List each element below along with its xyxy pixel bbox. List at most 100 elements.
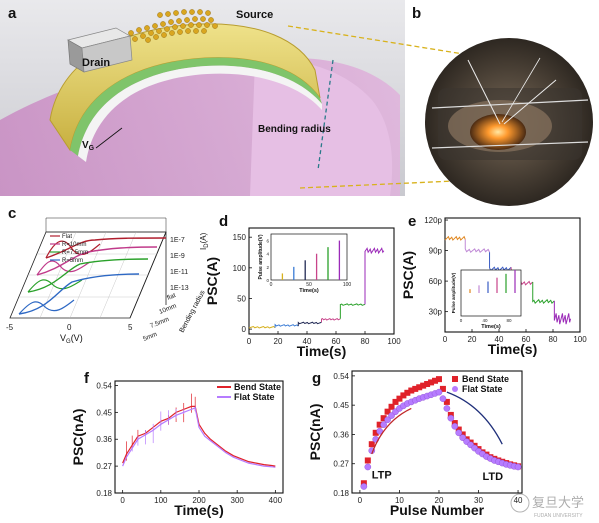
ltp-arrow <box>371 407 412 455</box>
x-tick-label: 20 <box>435 496 444 505</box>
panel-label-c: c <box>8 205 16 222</box>
source-label: Source <box>236 9 273 21</box>
panel-label-b: b <box>412 5 421 22</box>
c-ztick-3: 5mm <box>142 331 158 343</box>
series-line-1 <box>122 407 276 468</box>
svg-text:FUDAN UNIVERSITY: FUDAN UNIVERSITY <box>534 513 583 519</box>
x-tick-label: 40 <box>514 496 523 505</box>
y-tick-label: 0.45 <box>333 401 349 410</box>
scatter-point <box>368 441 375 448</box>
scatter-point <box>396 395 403 402</box>
x-tick-label: 80 <box>549 335 558 344</box>
watermark-logo: 复旦大学 FUDAN UNIVERSITY <box>510 493 584 519</box>
chart-f: 0 100 200 300 400 0.18 0.27 0.36 0.45 0.54 Time(s)… <box>70 380 284 518</box>
ltd-annotation: LTD <box>482 471 503 483</box>
y-axis-title: PSC(A) <box>400 251 416 299</box>
c-ytick-2: 1E-11 <box>170 269 188 276</box>
x-tick-label: 200 <box>192 496 206 505</box>
c-xtick-0: -5 <box>6 323 14 332</box>
x-tick-label: 20 <box>468 335 477 344</box>
psc-segment <box>464 239 491 254</box>
plot-frame <box>444 217 581 333</box>
scatter-point <box>388 412 395 419</box>
svg-text:复旦大学: 复旦大学 <box>532 495 584 511</box>
y-tick-label: 0.36 <box>96 435 112 444</box>
panel-a-illustration: a Source Drain VG Bending radius <box>0 0 405 196</box>
inset-x-tick: 0 <box>270 282 273 288</box>
legend-label: Flat State <box>234 392 275 402</box>
c-ztick-0: flat <box>166 292 177 302</box>
ltd-arrow <box>446 391 503 445</box>
scatter-point <box>420 382 427 389</box>
x-tick-label: 100 <box>154 496 168 505</box>
x-tick-label: 0 <box>120 496 125 505</box>
inset-frame <box>460 269 522 317</box>
nanoparticle-array <box>112 9 218 49</box>
legend-label: Bend State <box>462 374 509 384</box>
scatter-point <box>447 414 455 422</box>
bending-radius-label: Bending radius <box>258 124 331 135</box>
inset-x-tick: 40 <box>482 318 488 323</box>
scatter-point <box>451 423 459 430</box>
c-ylabel: ID(A) <box>199 232 210 250</box>
inset-x-tick: 0 <box>460 318 463 323</box>
c-zlabel: Bending radius <box>179 289 207 334</box>
scatter-point <box>439 385 446 392</box>
scatter-point <box>376 421 383 428</box>
y-axis-title: PSC(nA) <box>307 404 323 461</box>
y-tick-label: 30p <box>429 308 443 317</box>
y-tick-label: 0 <box>242 325 247 334</box>
y-tick-label: 90p <box>429 247 443 256</box>
inset-x-tick: 80 <box>506 318 512 323</box>
y-tick-label: 100 <box>233 264 247 273</box>
inset-y-tick: 2 <box>266 265 269 270</box>
panel-label-e: e <box>408 213 416 230</box>
scatter-point <box>424 381 431 388</box>
inset-frame <box>270 233 348 281</box>
inset-x-title: Time(s) <box>299 288 319 294</box>
scatter-point <box>392 398 399 405</box>
scatter-point <box>408 387 415 394</box>
inset-y-title: Pulse amplitude(V) <box>451 272 456 313</box>
scatter-point <box>380 421 387 428</box>
scatter-point <box>459 434 466 441</box>
c-ytick-3: 1E-13 <box>170 285 189 292</box>
psc-segment <box>553 300 572 325</box>
x-tick-label: 100 <box>387 337 401 346</box>
y-axis-title: PSC(nA) <box>70 409 86 466</box>
panel-label-g: g <box>312 370 321 387</box>
y-tick-label: 0.45 <box>96 408 112 417</box>
panel-label-d: d <box>219 213 228 230</box>
inset-y-tick: 6 <box>266 239 269 244</box>
ltp-annotation: LTP <box>372 469 392 481</box>
scatter-point <box>372 429 379 436</box>
y-axis-title: PSC(A) <box>204 257 220 305</box>
x-tick-label: 400 <box>269 496 283 505</box>
y-tick-label: 0.54 <box>96 381 112 390</box>
scatter-point <box>364 457 371 464</box>
x-tick-label: 30 <box>474 496 483 505</box>
x-tick-label: 0 <box>443 335 448 344</box>
x-tick-label: 0 <box>358 496 363 505</box>
c-ytick-1: 1E-9 <box>170 253 185 260</box>
x-tick-label: 60 <box>522 335 531 344</box>
panel-b-photo: b <box>412 5 593 206</box>
scatter-point <box>404 389 411 396</box>
chart-e: 0 20 40 60 80 100 30p 60p 90p 120p Time(s) PSC(A) 0 4… <box>400 216 587 357</box>
y-tick-label: 60p <box>429 277 443 286</box>
scatter-point <box>514 463 522 471</box>
chart-g: 0 10 20 30 40 0.18 0.27 0.36 0.45 0.54 Pulse Numbe… <box>307 370 523 518</box>
x-axis-title: Time(s) <box>174 502 224 518</box>
inset-x-tick: 100 <box>343 282 352 288</box>
scatter-point <box>400 392 407 399</box>
x-tick-label: 300 <box>231 496 245 505</box>
y-tick-label: 0.27 <box>333 460 349 469</box>
y-tick-label: 0.54 <box>333 372 349 381</box>
scatter-point <box>360 483 368 490</box>
scatter-point <box>443 398 450 405</box>
c-ztick-1: 10mm <box>158 303 177 316</box>
legend-r10: R=10mm <box>62 242 87 248</box>
x-tick-label: 40 <box>495 335 504 344</box>
scatter-point <box>364 463 372 471</box>
